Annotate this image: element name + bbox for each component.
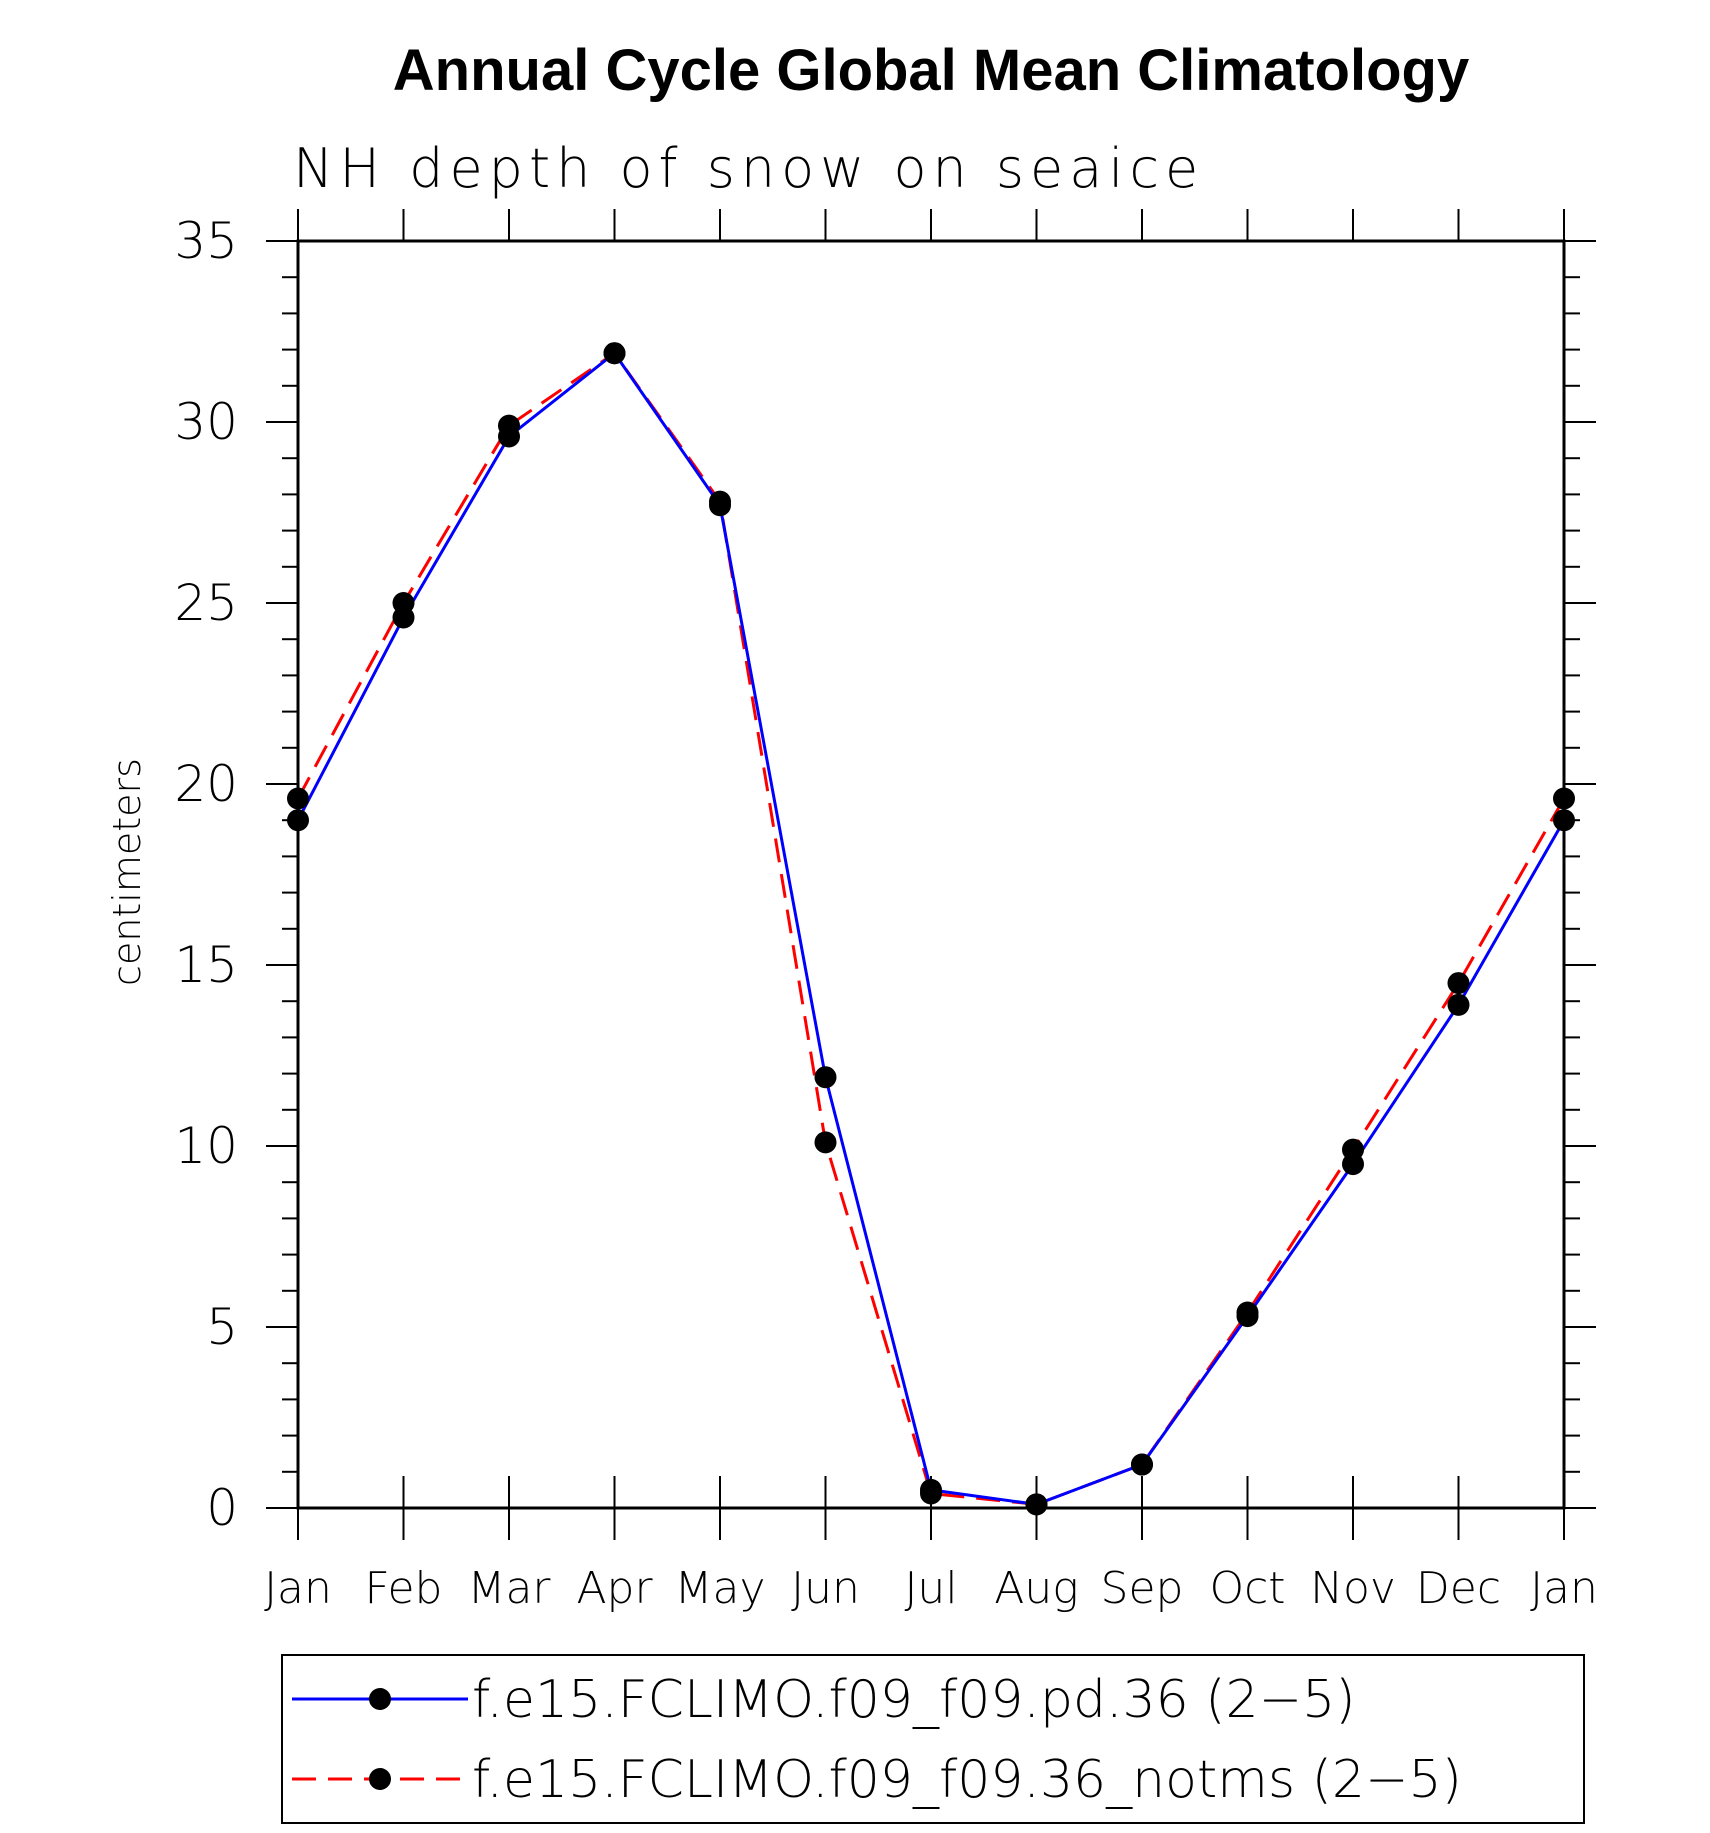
x-tick-label: Sep <box>1101 1563 1184 1614</box>
x-tick-label: Feb <box>365 1563 443 1614</box>
y-tick-label: 20 <box>174 755 238 813</box>
x-tick-label: Jul <box>904 1563 957 1614</box>
x-tick-label: Nov <box>1310 1563 1396 1614</box>
x-tick-labels: Jan Feb Mar Apr May Jun Jul Aug Sep Oct Nov Dec Jan <box>264 1563 1598 1614</box>
x-tick-label: Apr <box>576 1563 653 1614</box>
series-line <box>296 351 1566 1506</box>
y-tick-labels: 0 5 10 15 20 25 30 35 <box>174 212 238 1537</box>
legend-label: f.e15.FCLIMO.f09_f09.pd.36 (2−5) <box>472 1670 1356 1730</box>
data-point <box>498 414 520 437</box>
y-tick-label: 25 <box>174 574 238 632</box>
y-tick-label: 5 <box>206 1298 238 1356</box>
y-tick-label: 35 <box>174 212 238 270</box>
data-point <box>814 1131 837 1154</box>
y-tick-label: 0 <box>206 1479 238 1537</box>
y-tick-label: 10 <box>174 1117 238 1175</box>
legend-box <box>281 1654 1585 1824</box>
legend-marker <box>369 1688 391 1710</box>
y-axis-label: centimeters <box>105 758 149 986</box>
axis-ticks <box>266 209 1596 1540</box>
data-point <box>392 592 415 614</box>
data-point <box>1131 1453 1153 1476</box>
data-point <box>1342 1138 1364 1161</box>
data-point <box>1025 1493 1048 1516</box>
series-lines <box>296 351 1566 1506</box>
data-point <box>1236 1301 1259 1324</box>
x-tick-label: Oct <box>1209 1563 1285 1614</box>
legend: f.e15.FCLIMO.f09_f09.pd.36 (2−5) f.e15.FC… <box>292 1670 1462 1810</box>
data-point <box>1553 809 1575 832</box>
data-point <box>287 809 309 832</box>
data-point <box>1447 972 1470 995</box>
chart-subtitle: NH depth of snow on seaice <box>293 137 1204 200</box>
x-tick-label: Mar <box>467 1563 551 1614</box>
data-point <box>1447 993 1470 1016</box>
x-tick-label: Aug <box>994 1563 1078 1614</box>
data-point <box>709 490 731 513</box>
y-tick-label: 30 <box>174 393 238 451</box>
series-points <box>287 342 1575 1516</box>
legend-label: f.e15.FCLIMO.f09_f09.36_notms (2−5) <box>472 1750 1462 1810</box>
x-tick-label: May <box>675 1563 766 1614</box>
plot-frame <box>296 239 1566 1510</box>
data-point <box>814 1066 837 1089</box>
x-tick-label: Jun <box>791 1563 860 1614</box>
legend-marker <box>369 1768 391 1790</box>
chart-title: Annual Cycle Global Mean Climatology <box>393 38 1469 103</box>
data-point <box>1553 787 1575 810</box>
x-tick-label: Dec <box>1416 1563 1501 1614</box>
series-line <box>296 351 1566 1506</box>
data-point <box>603 342 626 365</box>
x-tick-label: Jan <box>1530 1563 1598 1614</box>
x-tick-label: Jan <box>264 1563 332 1614</box>
data-point <box>920 1482 942 1505</box>
y-tick-label: 15 <box>174 936 238 994</box>
data-point <box>287 787 309 810</box>
